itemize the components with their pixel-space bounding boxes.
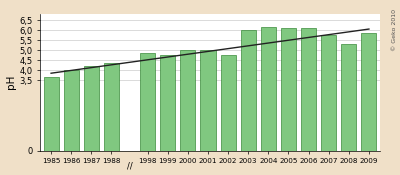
Bar <box>301 28 316 150</box>
Bar <box>361 33 376 150</box>
Bar <box>140 53 155 150</box>
Bar <box>281 28 296 150</box>
Bar <box>64 70 79 150</box>
Y-axis label: pH: pH <box>6 75 16 89</box>
Text: //: // <box>127 162 132 171</box>
Bar <box>241 30 256 150</box>
Bar <box>180 50 196 150</box>
Bar <box>261 27 276 150</box>
Bar <box>321 35 336 150</box>
Bar <box>84 66 99 150</box>
Bar <box>104 63 119 150</box>
Text: © Geko 2010: © Geko 2010 <box>392 9 397 51</box>
Bar <box>200 50 216 150</box>
Bar <box>160 55 175 150</box>
Bar <box>44 77 59 150</box>
Bar <box>220 55 236 150</box>
Bar <box>341 44 356 150</box>
